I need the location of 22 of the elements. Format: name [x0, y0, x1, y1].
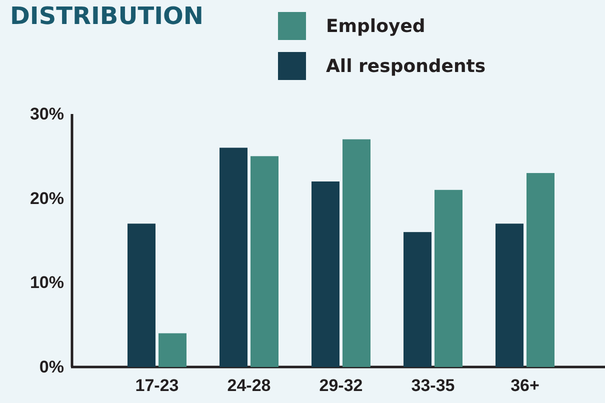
bar — [250, 156, 278, 367]
x-tick-label: 36+ — [510, 376, 540, 396]
bar — [220, 148, 248, 367]
y-tick-label: 10% — [30, 273, 64, 292]
y-tick-label: 0% — [39, 357, 64, 376]
bar — [496, 224, 524, 367]
bar — [404, 232, 432, 367]
x-tick-label: 33-35 — [411, 376, 455, 396]
legend-label: All respondents — [326, 56, 486, 77]
chart-title: DISTRIBUTION — [10, 2, 204, 30]
bar — [526, 173, 554, 367]
bar — [128, 224, 156, 367]
x-tick-label: 17-23 — [135, 376, 179, 396]
bar — [158, 333, 186, 367]
x-tick-label: 24-28 — [227, 376, 271, 396]
bar — [312, 181, 340, 367]
y-tick-label: 30% — [30, 104, 64, 124]
legend-label: Employed — [326, 16, 426, 37]
x-tick-label: 29-32 — [319, 376, 363, 396]
bar — [342, 139, 370, 367]
y-tick-label: 20% — [30, 188, 64, 208]
bar — [434, 190, 462, 367]
